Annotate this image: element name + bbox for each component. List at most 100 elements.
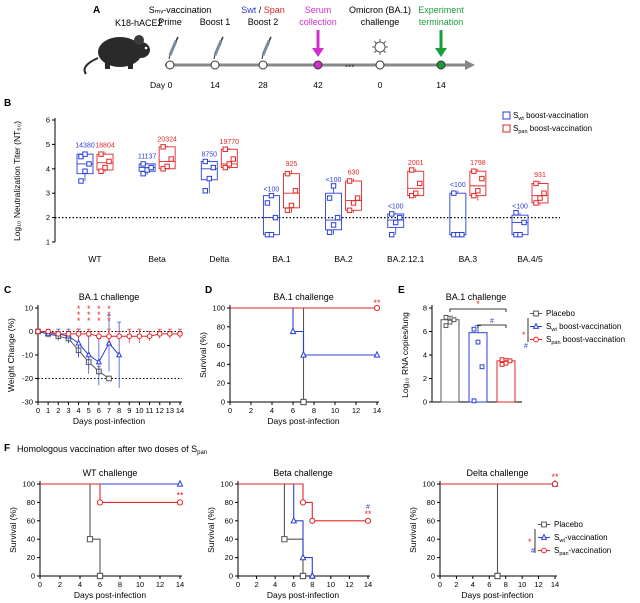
value-label: 2001 — [408, 160, 424, 167]
data-point — [475, 188, 481, 194]
data-point — [541, 190, 547, 196]
legend-label: Span boost-vaccination — [546, 335, 625, 346]
weight-marker — [167, 331, 173, 337]
data-point — [499, 362, 505, 367]
data-point — [354, 195, 361, 201]
legend-swatch — [502, 124, 511, 133]
data-point — [346, 207, 353, 213]
significance-marker: * — [97, 310, 101, 320]
panel-label-b: B — [4, 98, 11, 109]
significance-marker: # — [490, 318, 494, 325]
y-tick-label: 8 — [423, 304, 427, 313]
survival-marker — [290, 516, 298, 524]
panel-label-e: E — [398, 285, 405, 296]
x-tick-label: 8 — [117, 406, 121, 415]
bar — [440, 319, 460, 403]
timeline-node — [210, 60, 220, 70]
significance-marker: ** — [373, 298, 381, 308]
data-point — [206, 175, 212, 182]
weight-marker — [65, 331, 72, 337]
chart-title: BA.1 challenge — [79, 292, 140, 302]
significance-marker: * — [476, 299, 480, 309]
value-label: 19770 — [220, 139, 240, 146]
box — [325, 192, 343, 231]
x-tick-label: 14 — [176, 580, 184, 589]
timeline-event-subtitle: challenge — [361, 17, 400, 27]
significance-marker: * — [528, 537, 532, 547]
weight-marker — [116, 351, 123, 358]
y-tick-label: 20 — [217, 379, 225, 388]
x-axis-label: Days post-infection — [267, 590, 340, 600]
data-point — [264, 200, 271, 206]
significance-marker: * — [87, 310, 91, 320]
data-point — [393, 219, 399, 226]
significance-marker: * — [97, 316, 101, 326]
data-point — [326, 229, 333, 235]
significance-marker: ** — [364, 509, 372, 519]
legend-marker — [541, 547, 547, 554]
x-tick-label: 12 — [156, 580, 164, 589]
x-tick-label: 9 — [127, 406, 131, 415]
y-axis-label: Weight Change (%) — [6, 318, 16, 392]
y-tick-label: 20 — [427, 553, 435, 562]
y-tick-label: 100 — [220, 480, 233, 489]
x-tick-label: 13 — [166, 406, 174, 415]
data-point — [272, 214, 279, 221]
timeline-day-label: 42 — [313, 80, 323, 90]
y-tick-label: 40 — [427, 535, 435, 544]
data-point — [160, 144, 166, 150]
weight-marker — [136, 333, 143, 340]
y-tick-label: 40 — [225, 535, 233, 544]
data-point — [409, 167, 415, 173]
value-label: 8750 — [201, 151, 217, 158]
data-point — [148, 164, 154, 171]
chart-title: Delta challenge — [466, 468, 528, 478]
weight-marker — [95, 358, 102, 365]
data-point — [288, 202, 295, 209]
survival-line — [40, 483, 180, 503]
data-point — [479, 364, 485, 370]
weight-marker — [126, 333, 133, 340]
significance-marker: # — [531, 548, 535, 555]
timeline-node — [375, 60, 385, 70]
survival-end-marker — [176, 499, 184, 506]
x-tick-label: 6 — [97, 406, 101, 415]
y-tick-label: 6 — [46, 116, 50, 125]
data-point — [284, 170, 291, 177]
data-point — [389, 231, 395, 238]
syringe-icon — [168, 36, 179, 60]
timeline-event-subtitle: Prime — [158, 17, 182, 27]
x-tick-label: 12 — [352, 406, 360, 415]
timeline-node — [165, 60, 175, 70]
value-label: 630 — [348, 170, 360, 177]
data-point — [443, 323, 449, 329]
x-tick-label: 1 — [46, 406, 50, 415]
y-axis-label: Log₁₀ RNA copies/lung — [400, 312, 410, 398]
data-point — [517, 231, 523, 238]
data-point — [471, 326, 477, 332]
data-point — [513, 210, 519, 216]
panel-f-chart: 0 20 40 60 80 100 0 2 4 6 8 10 12 14 WT challenge Days … — [8, 468, 184, 600]
weight-marker — [146, 333, 153, 340]
value-label: <100 — [264, 187, 280, 194]
timeline-event-title: Swt / Span — [241, 5, 285, 15]
data-point — [499, 357, 505, 363]
y-tick-label: 80 — [217, 322, 225, 331]
timeline-node — [436, 60, 446, 70]
category-label: Delta — [209, 254, 229, 264]
x-tick-label: 0 — [236, 580, 240, 589]
x-tick-label: 14 — [373, 406, 381, 415]
survival-end-marker — [299, 572, 307, 580]
data-point — [471, 398, 477, 404]
x-tick-label: 3 — [66, 406, 70, 415]
sig-bracket — [449, 308, 507, 312]
survival-marker — [86, 536, 94, 543]
survival-line — [40, 483, 101, 576]
data-point — [443, 315, 449, 320]
survival-marker — [96, 499, 104, 506]
timeline-node — [313, 60, 323, 70]
data-point — [507, 358, 513, 364]
significance-marker: * — [107, 304, 111, 314]
y-tick-label: 20 — [27, 553, 35, 562]
survival-end-marker — [300, 398, 307, 406]
